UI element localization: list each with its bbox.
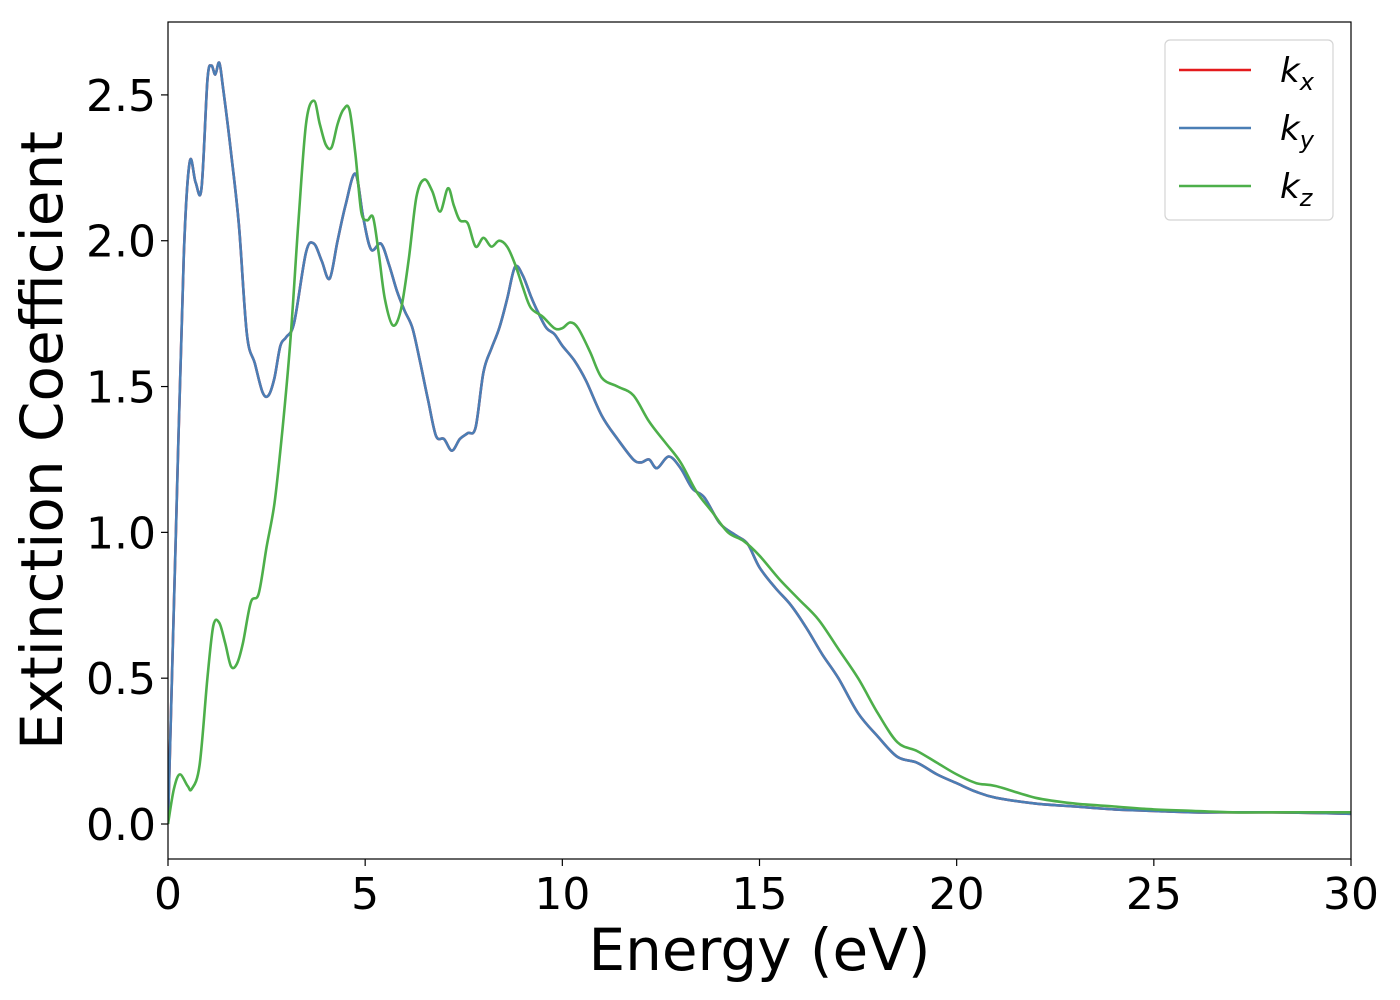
y-tick-label: 0.0	[86, 800, 156, 851]
legend-label-subscript: x	[1299, 68, 1315, 96]
y-tick-label: 0.5	[86, 654, 156, 705]
legend-box	[1164, 39, 1334, 221]
series-line-y	[168, 61, 1351, 825]
legend-label-z: kz	[1280, 167, 1314, 212]
series-line-z	[168, 99, 1351, 825]
x-axis: 0 5 10 15 20 25 30	[154, 859, 1379, 920]
legend-label-y: ky	[1280, 109, 1315, 154]
y-tick-label: 2.5	[86, 71, 156, 122]
y-tick-label: 1.0	[86, 508, 156, 559]
series-layer	[168, 61, 1351, 825]
x-tick-label: 15	[732, 869, 788, 920]
y-axis: 0.0 0.5 1.0 1.5 2.0 2.5	[86, 71, 168, 851]
x-tick-label: 25	[1126, 869, 1182, 920]
y-axis-title: Extinction Coefficient	[8, 131, 76, 750]
x-tick-label: 5	[351, 869, 379, 920]
y-tick-label: 1.5	[86, 363, 156, 414]
legend-label-base: k	[1280, 109, 1301, 149]
legend-label-x: kx	[1280, 51, 1315, 96]
legend-label-base: k	[1280, 51, 1301, 91]
x-tick-label: 30	[1323, 869, 1379, 920]
x-axis-title: Energy (eV)	[588, 916, 930, 984]
x-tick-label: 20	[929, 869, 985, 920]
legend-label-subscript: y	[1299, 126, 1315, 154]
y-tick-label: 2.0	[86, 217, 156, 268]
x-tick-label: 10	[534, 869, 590, 920]
legend-label-subscript: z	[1299, 184, 1314, 212]
x-tick-label: 0	[154, 869, 182, 920]
legend-label-base: k	[1280, 167, 1301, 207]
